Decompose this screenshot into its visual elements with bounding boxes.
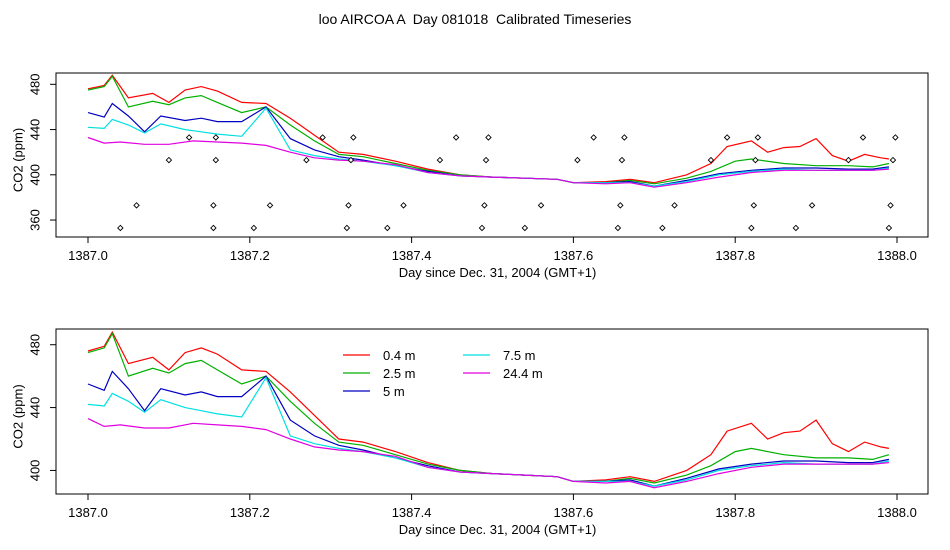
scatter-point (887, 202, 894, 209)
scatter-point (885, 224, 893, 232)
scatter-point (250, 224, 258, 232)
x-tick-label: 1387.4 (392, 505, 432, 520)
scatter-point (133, 202, 140, 209)
scatter-point (750, 202, 758, 209)
scatter-point (792, 224, 800, 232)
scatter-point (482, 156, 490, 164)
x-axis-label: Day since Dec. 31, 2004 (GMT+1) (399, 265, 597, 280)
legend-label: 0.4 m (383, 348, 416, 363)
scatter-point (659, 224, 666, 232)
legend: 0.4 m 2.5 m 5 m 7.5 m 24.4 m (343, 348, 543, 399)
y-tick-label: 480 (28, 334, 43, 356)
scatter-point (574, 156, 581, 164)
scatter-point (452, 134, 460, 141)
series-line-5 (87, 136, 889, 188)
plot-frame (55, 72, 929, 238)
x-tick-label: 1387.8 (715, 505, 755, 520)
scatter-point (892, 134, 899, 141)
scatter-point (754, 134, 762, 141)
x-axis-label: Day since Dec. 31, 2004 (GMT+1) (399, 522, 597, 537)
scatter-point (521, 224, 529, 232)
series-line-2 (87, 75, 890, 185)
scatter-point (266, 202, 274, 209)
scatter-point (436, 156, 444, 164)
scatter-point (748, 224, 755, 232)
legend-label: 5 m (383, 384, 405, 399)
chart-panel-1: 1387.0 1387.2 1387.4 1387.6 1387.8 1388.0 360 4… (11, 72, 929, 280)
scatter-point (400, 202, 407, 209)
scatter-point (621, 134, 628, 141)
chart-panel-2: 1387.0 1387.2 1387.4 1387.6 1387.8 1388.0 400 4… (11, 328, 929, 537)
scatter-point (485, 134, 492, 141)
scatter-point (859, 134, 867, 141)
x-tick-label: 1387.2 (230, 505, 270, 520)
scatter-point (345, 202, 352, 209)
scatter-point (590, 134, 597, 141)
scatter-point (478, 224, 486, 232)
scatter-point (210, 202, 217, 209)
x-tick-label: 1387.2 (230, 248, 270, 263)
plot-frame (55, 328, 929, 495)
y-tick-label: 360 (28, 209, 43, 231)
scatter-point (350, 134, 357, 141)
x-tick-label: 1388.0 (877, 248, 917, 263)
scatter-point (319, 134, 326, 141)
x-tick-label: 1387.4 (392, 248, 432, 263)
scatter-point (617, 202, 624, 209)
x-tick-label: 1387.0 (68, 505, 108, 520)
y-axis-label: CO2 (ppm) (11, 128, 26, 192)
series-line-3 (87, 102, 889, 187)
x-tick-label: 1387.0 (68, 248, 108, 263)
legend-label: 7.5 m (503, 348, 536, 363)
y-tick-label: 400 (28, 460, 43, 482)
scatter-point (614, 224, 622, 232)
scatter-point (889, 156, 897, 164)
scatter-point (384, 224, 391, 232)
scatter-point (671, 202, 678, 209)
y-axis-label: CO2 (ppm) (11, 384, 26, 448)
scatter-point (212, 134, 220, 141)
scatter-point (303, 156, 310, 164)
scatter-point (723, 134, 731, 141)
scatter-point (210, 224, 217, 232)
scatter-point (537, 202, 545, 209)
y-tick-label: 440 (28, 119, 43, 141)
y-tick-label: 480 (28, 73, 43, 95)
scatter-point (212, 156, 220, 164)
scatter-point (808, 202, 816, 209)
scatter-point (165, 156, 173, 164)
scatter-point (752, 156, 759, 164)
x-tick-label: 1388.0 (877, 505, 917, 520)
x-tick-label: 1387.8 (715, 248, 755, 263)
scatter-point (707, 156, 715, 164)
scatter-point (618, 156, 626, 164)
series-line-3 (87, 370, 890, 487)
legend-label: 24.4 m (503, 366, 543, 381)
y-tick-label: 400 (28, 164, 43, 186)
x-tick-label: 1387.6 (554, 248, 594, 263)
series-line-1 (87, 74, 889, 184)
chart-main-title: loo AIRCOA A Day 081018 Calibrated Times… (318, 11, 632, 27)
y-tick-label: 440 (28, 397, 43, 419)
series-line-2 (87, 332, 890, 484)
scatter-point (845, 156, 852, 164)
legend-label: 2.5 m (383, 366, 416, 381)
scatter-point (185, 134, 193, 141)
series-line-5 (87, 418, 889, 489)
scatter-point (117, 224, 124, 232)
scatter-point (343, 224, 351, 232)
x-tick-label: 1387.6 (554, 505, 594, 520)
scatter-point (481, 202, 488, 209)
scatter-point (347, 156, 355, 164)
